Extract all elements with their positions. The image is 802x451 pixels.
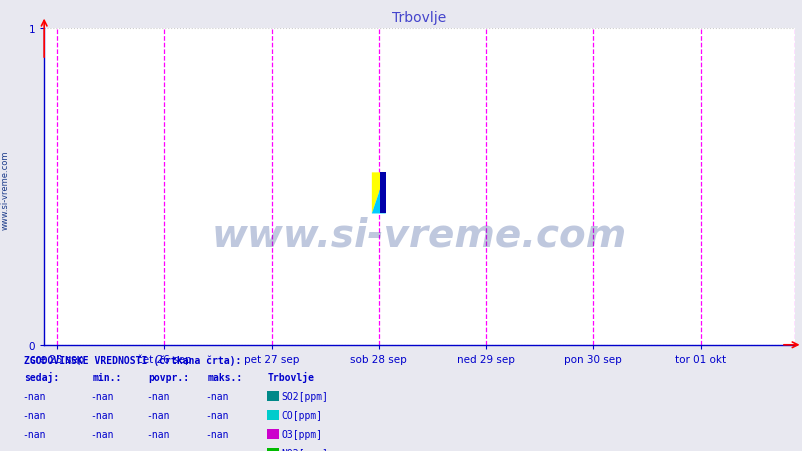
Text: povpr.:: povpr.:: [148, 372, 189, 382]
Polygon shape: [379, 173, 385, 214]
Text: -nan: -nan: [146, 391, 170, 401]
Text: -nan: -nan: [205, 429, 229, 439]
Text: -nan: -nan: [22, 429, 46, 439]
Text: -nan: -nan: [90, 410, 114, 420]
Text: -nan: -nan: [22, 448, 46, 451]
Text: -nan: -nan: [205, 391, 229, 401]
Text: CO[ppm]: CO[ppm]: [282, 410, 322, 420]
Text: -nan: -nan: [90, 448, 114, 451]
Text: -nan: -nan: [205, 410, 229, 420]
Text: O3[ppm]: O3[ppm]: [282, 429, 322, 439]
Text: www.si-vreme.com: www.si-vreme.com: [1, 150, 10, 229]
Text: -nan: -nan: [146, 429, 170, 439]
Text: NO2[ppm]: NO2[ppm]: [282, 448, 329, 451]
Polygon shape: [371, 173, 385, 214]
Text: Trbovlje: Trbovlje: [267, 371, 314, 382]
Text: -nan: -nan: [90, 391, 114, 401]
Text: maks.:: maks.:: [207, 372, 242, 382]
Text: -nan: -nan: [146, 448, 170, 451]
Text: -nan: -nan: [22, 410, 46, 420]
Title: Trbovlje: Trbovlje: [392, 11, 446, 25]
Text: -nan: -nan: [22, 391, 46, 401]
Text: www.si-vreme.com: www.si-vreme.com: [212, 216, 626, 253]
Polygon shape: [371, 173, 385, 214]
Text: -nan: -nan: [146, 410, 170, 420]
Text: -nan: -nan: [205, 448, 229, 451]
Text: min.:: min.:: [92, 372, 122, 382]
Text: -nan: -nan: [90, 429, 114, 439]
Text: sedaj:: sedaj:: [24, 371, 59, 382]
Text: SO2[ppm]: SO2[ppm]: [282, 391, 329, 401]
Text: ZGODOVINSKE VREDNOSTI (črtkana črta):: ZGODOVINSKE VREDNOSTI (črtkana črta):: [24, 354, 241, 365]
